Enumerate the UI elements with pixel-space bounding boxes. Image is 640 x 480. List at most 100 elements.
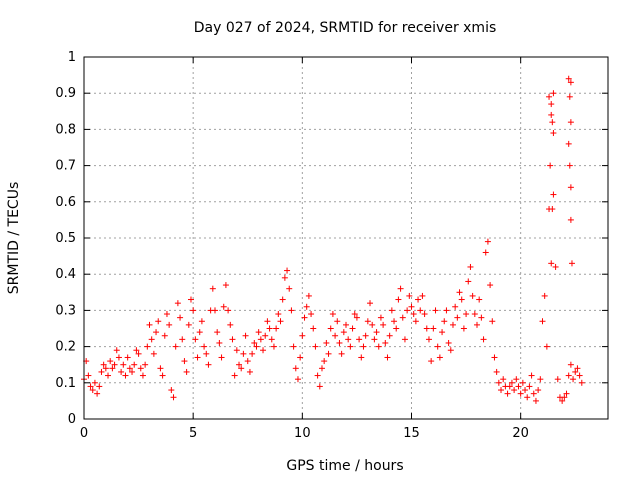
data-point xyxy=(476,296,483,303)
data-point xyxy=(194,354,201,361)
y-tick-label: 0 xyxy=(68,412,76,427)
data-point xyxy=(371,336,378,343)
data-point xyxy=(251,339,258,346)
data-point xyxy=(229,336,236,343)
data-point xyxy=(225,307,232,314)
data-point xyxy=(332,332,339,339)
data-point xyxy=(415,296,422,303)
data-point xyxy=(242,332,249,339)
data-point xyxy=(566,93,573,100)
data-point xyxy=(96,383,103,390)
data-point xyxy=(380,321,387,328)
data-point xyxy=(153,329,160,336)
data-point xyxy=(284,267,291,274)
data-point xyxy=(231,372,238,379)
data-point xyxy=(441,318,448,325)
data-point xyxy=(310,325,317,332)
data-point xyxy=(212,307,218,314)
data-point xyxy=(87,383,94,390)
data-point xyxy=(511,387,518,394)
data-point xyxy=(133,347,140,354)
data-point xyxy=(360,343,367,350)
data-point xyxy=(233,347,240,354)
data-point xyxy=(517,390,524,397)
data-point xyxy=(142,361,149,368)
data-point xyxy=(172,343,179,350)
data-point xyxy=(469,292,476,299)
y-tick-label: 0.2 xyxy=(55,340,76,355)
plot-frame xyxy=(83,56,609,420)
data-point xyxy=(377,314,384,321)
data-point xyxy=(240,350,247,357)
data-point xyxy=(323,339,330,346)
data-point xyxy=(570,376,577,383)
data-point xyxy=(566,162,573,169)
y-tick-label: 0.8 xyxy=(55,122,76,137)
data-point xyxy=(364,318,371,325)
data-point xyxy=(550,90,557,97)
data-point xyxy=(480,336,487,343)
data-point xyxy=(428,358,435,365)
data-point xyxy=(126,365,133,372)
data-point xyxy=(454,314,461,321)
data-point xyxy=(264,318,271,325)
data-point xyxy=(548,101,555,108)
data-point xyxy=(305,292,312,299)
data-point xyxy=(270,343,277,350)
data-point xyxy=(288,307,295,314)
data-point xyxy=(399,314,406,321)
data-point xyxy=(519,379,526,386)
data-point xyxy=(327,325,334,332)
data-point xyxy=(456,289,463,296)
data-point xyxy=(526,383,533,390)
data-point xyxy=(543,343,550,350)
data-point xyxy=(410,311,417,318)
data-point xyxy=(98,368,105,375)
data-point xyxy=(430,325,437,332)
data-point xyxy=(238,365,245,372)
data-point xyxy=(567,361,574,368)
data-point xyxy=(314,372,321,379)
data-point xyxy=(548,111,555,118)
data-point xyxy=(535,387,542,394)
data-point xyxy=(277,318,284,325)
data-point xyxy=(257,336,264,343)
y-tick-label: 0.7 xyxy=(55,159,76,174)
data-point xyxy=(187,296,194,303)
data-point xyxy=(290,343,297,350)
data-point xyxy=(203,350,210,357)
data-point xyxy=(294,376,301,383)
data-point xyxy=(246,368,253,375)
data-point xyxy=(434,343,441,350)
data-point xyxy=(148,336,155,343)
data-point xyxy=(578,379,585,386)
data-point xyxy=(227,321,234,328)
data-point xyxy=(170,394,177,401)
data-point xyxy=(500,376,507,383)
data-point xyxy=(508,379,515,386)
data-point xyxy=(218,354,225,361)
data-point xyxy=(177,314,184,321)
data-point xyxy=(146,321,153,328)
data-point xyxy=(549,206,556,213)
data-point xyxy=(174,300,181,307)
data-point xyxy=(565,372,572,379)
data-point xyxy=(382,339,389,346)
data-point xyxy=(353,314,360,321)
y-tick-label: 0.4 xyxy=(55,267,76,282)
data-point xyxy=(541,292,548,299)
data-point xyxy=(205,361,212,368)
data-point xyxy=(498,387,505,394)
data-point xyxy=(447,347,454,354)
data-point xyxy=(316,383,323,390)
data-point xyxy=(559,397,566,404)
data-point xyxy=(439,329,446,336)
data-point xyxy=(179,336,186,343)
data-point xyxy=(349,325,356,332)
data-point xyxy=(201,343,208,350)
data-point xyxy=(549,119,556,126)
data-point xyxy=(190,307,197,314)
data-point xyxy=(358,354,365,361)
data-point xyxy=(395,296,402,303)
data-point xyxy=(565,75,572,82)
